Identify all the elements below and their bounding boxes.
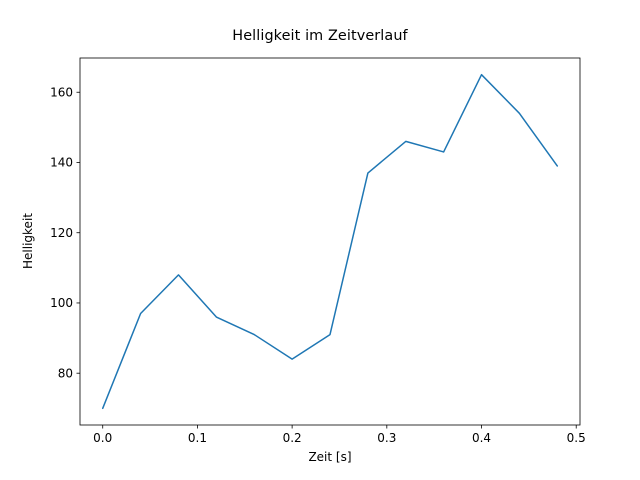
data-line	[101, 73, 559, 410]
x-tick-label: 0.4	[472, 431, 491, 445]
chart-title: Helligkeit im Zeitverlauf	[232, 28, 408, 44]
x-axis-ticks: 0.0 0.1 0.2 0.3 0.4 0.5	[93, 425, 586, 445]
x-tick-label: 0.2	[283, 431, 302, 445]
x-tick-label: 0.0	[93, 431, 112, 445]
y-tick-label: 80	[58, 366, 73, 380]
y-tick-label: 100	[50, 296, 73, 310]
y-tick-label: 160	[50, 85, 73, 99]
y-axis-ticks: 80 100 120 140 160	[50, 85, 80, 380]
x-tick-label: 0.5	[567, 431, 586, 445]
y-tick-label: 120	[50, 226, 73, 240]
y-tick-label: 140	[50, 156, 73, 170]
axes-frame	[79, 57, 581, 426]
x-tick-label: 0.3	[377, 431, 396, 445]
data-series-layer	[101, 73, 559, 410]
x-tick-label: 0.1	[188, 431, 207, 445]
x-axis-label: Zeit [s]	[308, 450, 351, 464]
y-axis-label: Helligkeit	[21, 213, 35, 269]
